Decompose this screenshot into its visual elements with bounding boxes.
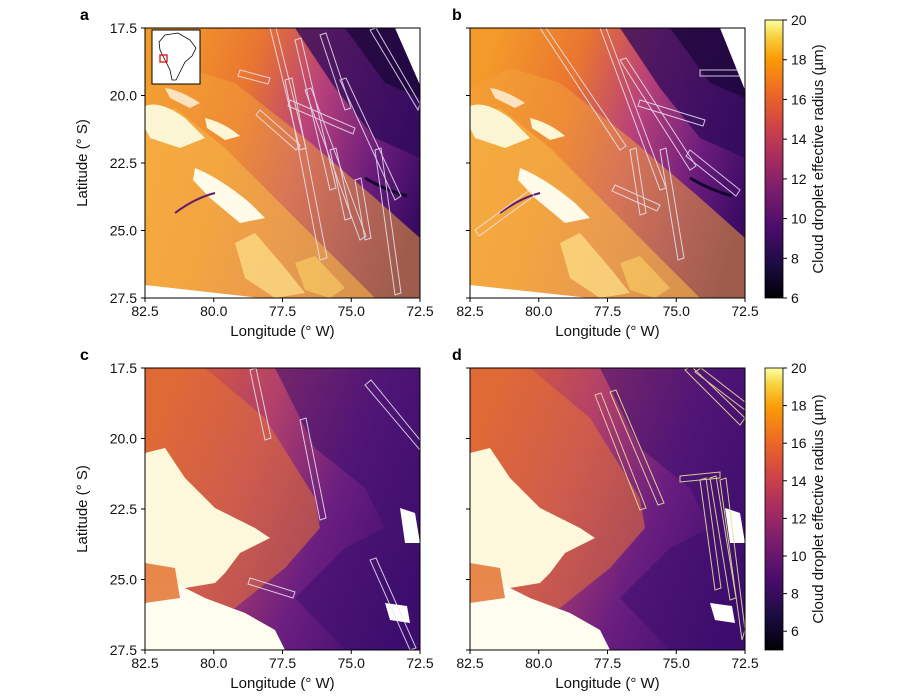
colorbar-tick-label: 12 (791, 510, 807, 526)
panel-b-ship-tracks (474, 28, 741, 261)
panel-c-y-axis-title: Latitude (° S) (74, 465, 91, 553)
panel-d-x-tick-label: 75.0 (663, 655, 690, 671)
panel-a-y-axis-title: Latitude (° S) (74, 119, 91, 207)
colorbar-tick-label: 20 (791, 12, 807, 28)
panel-c-x-tick-label: 72.5 (406, 655, 433, 671)
colorbar-bottom-label: Cloud droplet effective radius (µm) (810, 394, 827, 623)
panel-letter-a: a (80, 7, 89, 24)
colorbar-bottom-gradient (764, 367, 784, 651)
panel-a-y-tick-label: 17.5 (110, 20, 137, 36)
inset-region-marker (159, 54, 168, 63)
panel-c: c (80, 347, 421, 651)
panel-b-x-tick-label: 72.5 (731, 303, 758, 319)
colorbar-tick-label: 6 (791, 290, 799, 306)
panel-d-x-tick-label: 80.0 (525, 655, 552, 671)
panel-a-map (145, 28, 420, 298)
colorbar-top-gradient (764, 19, 784, 299)
panel-b-x-axis-title: Longitude (° W) (555, 323, 659, 340)
panel-a-x-tick-label: 80.0 (200, 303, 227, 319)
panel-c-y-tick-label: 25.0 (110, 572, 137, 588)
colorbar-tick-label: 16 (791, 91, 807, 107)
colorbar-tick-label: 20 (791, 360, 807, 376)
panel-c-y-tick-label: 20.0 (110, 431, 137, 447)
panel-c-x-tick-label: 75.0 (338, 655, 365, 671)
panel-c-x-tick-label: 80.0 (200, 655, 227, 671)
colorbar-tick-label: 14 (791, 131, 807, 147)
colorbar-tick-label: 8 (791, 586, 799, 602)
colorbar-tick-label: 16 (791, 435, 807, 451)
panel-b-x-tick-label: 80.0 (525, 303, 552, 319)
panel-b-map (470, 28, 745, 298)
panel-a-x-tick-label: 75.0 (338, 303, 365, 319)
colorbar-tick-label: 18 (791, 52, 807, 68)
panel-letter-c: c (80, 347, 89, 364)
panel-c-map (145, 368, 420, 650)
panel-c-x-tick-label: 77.5 (269, 655, 296, 671)
panel-a-y-tick-label: 22.5 (110, 155, 137, 171)
colorbar-tick-label: 18 (791, 398, 807, 414)
panel-letter-b: b (452, 7, 462, 24)
colorbar-bottom: 20 18 16 14 12 10 8 6 Cloud droplet effective r… (764, 360, 827, 651)
panel-a-x-tick-label: 72.5 (406, 303, 433, 319)
panel-a-y-tick-label: 27.5 (110, 290, 137, 306)
colorbar-tick-label: 10 (791, 211, 807, 227)
panel-c-y-tick-label: 17.5 (110, 360, 137, 376)
panel-c-y-tick-label: 22.5 (110, 501, 137, 517)
panel-a-x-tick-label: 82.5 (131, 303, 158, 319)
panel-letter-d: d (452, 347, 462, 364)
panel-a: a (80, 7, 421, 299)
panel-a-y-tick-label: 20.0 (110, 88, 137, 104)
panel-c-ship-tracks (247, 368, 420, 650)
colorbar-tick-label: 6 (791, 623, 799, 639)
panel-d: d (452, 347, 746, 651)
colorbar-top: 20 18 16 14 12 10 8 6 Cloud droplet effective r… (764, 12, 827, 306)
panel-c-x-tick-label: 82.5 (131, 655, 158, 671)
panel-d-x-tick-label: 82.5 (456, 655, 483, 671)
panel-d-map (470, 368, 745, 650)
panel-b-x-tick-label: 77.5 (594, 303, 621, 319)
panel-a-x-tick-label: 77.5 (269, 303, 296, 319)
panel-a-y-tick-label: 25.0 (110, 223, 137, 239)
colorbar-tick-label: 14 (791, 473, 807, 489)
panel-b: b (452, 7, 746, 299)
panel-d-ship-tracks (594, 368, 745, 641)
panel-b-x-tick-label: 82.5 (456, 303, 483, 319)
colorbar-tick-label: 10 (791, 548, 807, 564)
panel-c-x-axis-title: Longitude (° W) (230, 675, 334, 692)
panel-a-x-axis-title: Longitude (° W) (230, 323, 334, 340)
panel-d-x-axis-title: Longitude (° W) (555, 675, 659, 692)
colorbar-top-label: Cloud droplet effective radius (µm) (810, 44, 827, 273)
colorbar-tick-label: 12 (791, 171, 807, 187)
panel-d-x-tick-label: 72.5 (731, 655, 758, 671)
colorbar-tick-label: 8 (791, 250, 799, 266)
panel-c-y-tick-label: 27.5 (110, 642, 137, 658)
panel-a-ship-tracks (237, 28, 420, 296)
panel-d-x-tick-label: 77.5 (594, 655, 621, 671)
inset-south-america-map (151, 29, 201, 85)
panel-b-x-tick-label: 75.0 (663, 303, 690, 319)
